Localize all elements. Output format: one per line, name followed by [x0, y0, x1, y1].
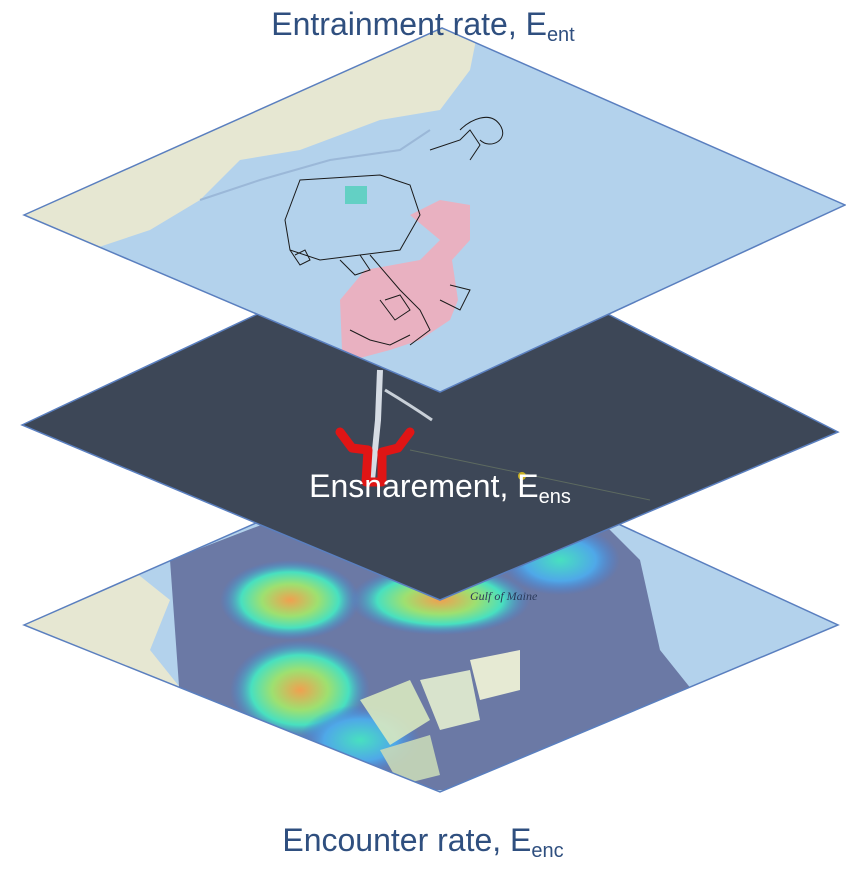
- map-label-gulf: Gulf of Maine: [470, 589, 538, 603]
- mooring-line: [409, 449, 651, 501]
- entrainment-layer: [22, 27, 846, 393]
- encounter-rate-subscript: enc: [531, 840, 564, 862]
- buoy-icon: [335, 427, 415, 487]
- encounter-rate-label: Encounter rate, Eenc: [0, 820, 846, 871]
- cable: [369, 369, 383, 481]
- survey-tracks: [284, 116, 503, 346]
- entrainment-rate-label: Entrainment rate, Eent: [0, 4, 846, 55]
- entrainment-rate-subscript: ent: [546, 24, 575, 46]
- lease-area: [360, 680, 430, 745]
- entrainment-rate-text: Entrainment rate, E: [271, 6, 547, 42]
- encounter-rate-text: Encounter rate, E: [282, 822, 532, 858]
- ensnarement-text: Ensnarement, E: [309, 468, 539, 504]
- lease-area: [470, 650, 520, 700]
- lease-area: [420, 670, 480, 730]
- highlight-area: [340, 200, 470, 358]
- site-marker: [345, 186, 367, 204]
- ensnarement-label: Ensnarement, Eens: [160, 466, 720, 517]
- lease-area: [380, 735, 440, 785]
- float-marker: [518, 472, 526, 480]
- ensnarement-subscript: ens: [538, 486, 571, 508]
